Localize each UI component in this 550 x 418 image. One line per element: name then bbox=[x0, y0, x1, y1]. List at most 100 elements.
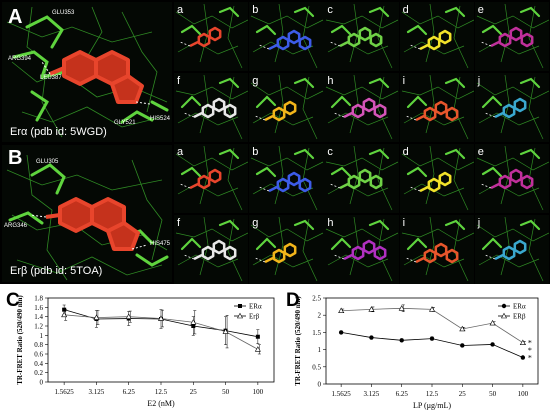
panel-a-tile-label: b bbox=[252, 4, 259, 16]
panel-a-tile-label: c bbox=[327, 4, 333, 16]
x-tick-label: 50 bbox=[489, 390, 497, 398]
data-point bbox=[428, 306, 436, 312]
panel-b-tile-i-structure bbox=[401, 216, 474, 282]
significance-marker: * bbox=[528, 339, 532, 348]
panel-a-tile-d: d bbox=[399, 2, 474, 71]
panel-a-main-structure: A GLU353 ARG394 LEU387 GLY521 HIS524 Erα… bbox=[2, 2, 172, 142]
data-point bbox=[191, 324, 196, 328]
x-tick-label: 3.125 bbox=[89, 388, 105, 396]
panel-b-tile-e: e bbox=[474, 144, 550, 213]
x-tick-label: 3.125 bbox=[364, 390, 380, 398]
panel-b-tile-i: i bbox=[399, 215, 474, 284]
panel-a-letter: A bbox=[8, 6, 23, 28]
chart-c-letter: C bbox=[6, 290, 20, 311]
data-point bbox=[429, 336, 435, 341]
y-tick-label: 2 bbox=[318, 312, 322, 320]
significance-marker: * bbox=[528, 346, 532, 355]
residue-label-2: ARG394 bbox=[8, 56, 32, 62]
panel-a-tile-a: a bbox=[174, 2, 249, 71]
y-tick-label: 1.8 bbox=[34, 295, 43, 303]
x-tick-label: 12.5 bbox=[426, 390, 439, 398]
panel-b-tile-label: e bbox=[477, 146, 484, 158]
data-point bbox=[254, 346, 261, 352]
data-point bbox=[190, 319, 197, 325]
data-point bbox=[125, 313, 132, 319]
y-tick-label: 0.6 bbox=[34, 351, 43, 359]
panel-b-tile-j-structure bbox=[476, 216, 549, 282]
x-tick-label: 25 bbox=[190, 388, 198, 396]
y-tick-label: 0.4 bbox=[34, 360, 43, 368]
data-point bbox=[369, 335, 374, 340]
panel-a-tile-c-structure bbox=[326, 3, 399, 69]
panel-a-tile-label: e bbox=[477, 4, 484, 16]
panel-b-tile-f-structure bbox=[175, 216, 249, 282]
panel-b-tile-label: c bbox=[327, 146, 333, 158]
data-point bbox=[490, 342, 495, 347]
panel-a-tile-label: g bbox=[252, 75, 259, 87]
panel-b-caption: Erβ (pdb id: 5TOA) bbox=[10, 265, 103, 277]
panel-b-tile-label: i bbox=[402, 217, 406, 229]
panel-a-tile-f: f bbox=[174, 73, 249, 142]
legend-marker bbox=[500, 312, 508, 319]
panel-a-tile-b-structure bbox=[251, 3, 324, 69]
y-tick-label: 1.4 bbox=[34, 313, 43, 321]
panel-a-tile-e-structure bbox=[476, 3, 549, 69]
panel-a-tile-a-structure bbox=[175, 3, 249, 69]
y-tick-label: 0 bbox=[40, 379, 44, 387]
data-point bbox=[368, 306, 375, 312]
data-point bbox=[399, 338, 404, 343]
panel-a-tile-e: e bbox=[474, 2, 550, 71]
residue-label-4: GLY521 bbox=[114, 120, 136, 126]
panel-a-tile-c: c bbox=[324, 2, 399, 71]
residue-label-1: GLU353 bbox=[52, 10, 75, 16]
residue-label-5: HIS524 bbox=[150, 116, 171, 122]
panel-a-tile-label: j bbox=[477, 75, 481, 87]
panel-a-tile-h: h bbox=[324, 73, 399, 142]
panel-a-tile-label: h bbox=[327, 75, 334, 87]
y-tick-label: 1 bbox=[318, 346, 322, 354]
y-axis-title: TR-FRET Ratio (520/490 nm) bbox=[16, 295, 24, 385]
y-tick-label: 1.2 bbox=[34, 323, 43, 331]
x-tick-label: 100 bbox=[253, 388, 264, 396]
panel-b-tile-c: c bbox=[324, 144, 399, 213]
data-point bbox=[489, 319, 496, 326]
significance-marker: * bbox=[528, 354, 532, 363]
y-tick-label: 1.5 bbox=[312, 329, 321, 337]
panel-b-tile-label: j bbox=[477, 217, 481, 229]
panel-a-tile-label: a bbox=[177, 4, 184, 16]
panel-b-tile-label: f bbox=[177, 217, 181, 229]
data-point bbox=[338, 330, 344, 335]
panel-b-tile-label: a bbox=[177, 146, 184, 158]
panel-a-tile-d-structure bbox=[401, 3, 474, 69]
data-point bbox=[520, 355, 526, 360]
panel-a-tile-i-structure bbox=[401, 74, 474, 140]
panel-b-tile-b-structure bbox=[251, 145, 324, 211]
panel-a-protein-sticks bbox=[6, 6, 169, 138]
x-tick-label: 6.25 bbox=[396, 390, 409, 398]
panel-b-tile-label: h bbox=[327, 217, 334, 229]
panel-b-main-structure: B GLU305 ARG346 HIS475 Erβ (pdb id: 5TOA… bbox=[2, 145, 172, 282]
docking-figure: A GLU353 ARG394 LEU387 GLY521 HIS524 Erα… bbox=[0, 0, 550, 284]
y-tick-label: 1.6 bbox=[34, 304, 43, 312]
x-tick-label: 12.5 bbox=[155, 388, 168, 396]
x-tick-label: 1.5625 bbox=[55, 388, 75, 396]
data-point bbox=[519, 339, 526, 346]
panel-a-tile-g-structure bbox=[250, 74, 324, 140]
panel-a-tile-i: i bbox=[399, 73, 474, 142]
y-tick-label: 0.2 bbox=[34, 369, 43, 377]
legend-label: Erβ bbox=[249, 313, 260, 321]
series-line bbox=[341, 332, 524, 358]
y-tick-label: 0 bbox=[318, 381, 322, 389]
y-tick-label: 0.5 bbox=[312, 363, 321, 371]
y-axis-title: TR-FRET Ratio (520/490 nm) bbox=[294, 296, 302, 386]
panel-a-tile-b: b bbox=[249, 2, 324, 71]
panel-a-tile-label: d bbox=[402, 4, 409, 16]
data-point bbox=[459, 325, 466, 332]
panel-b-tile-e-structure bbox=[476, 145, 549, 211]
panel-b-tile-a-structure bbox=[175, 145, 249, 211]
residue-label-8: HIS475 bbox=[150, 241, 171, 247]
data-point bbox=[255, 334, 260, 339]
panel-b-tile-g: g bbox=[249, 215, 324, 284]
data-point bbox=[460, 343, 465, 348]
panel-b-tile-label: d bbox=[402, 146, 409, 158]
